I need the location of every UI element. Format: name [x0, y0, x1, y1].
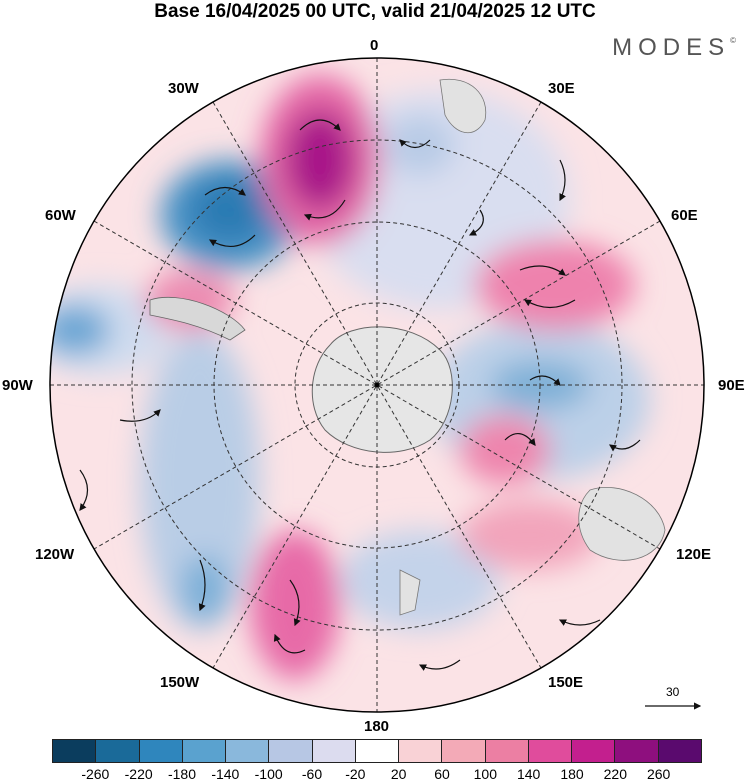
colorbar-cell — [182, 740, 227, 762]
colorbar-cell — [226, 740, 270, 762]
lon-label-30e: 30E — [548, 80, 575, 97]
colorbar-cell — [355, 740, 400, 762]
map-disk — [50, 58, 704, 712]
brand-logo: MODES© — [612, 34, 736, 62]
lon-label-60w: 60W — [45, 207, 76, 224]
brand-name: MODES — [612, 34, 731, 61]
colorbar-tick-label: 220 — [603, 766, 628, 782]
brand-mark: © — [730, 36, 736, 45]
colorbar-tick-label: -220 — [124, 766, 153, 782]
lon-label-150e: 150E — [548, 674, 584, 691]
colorbar-cell — [312, 740, 356, 762]
lon-label-180: 180 — [364, 718, 390, 735]
colorbar-cell — [572, 740, 616, 762]
anomaly-field — [50, 75, 650, 680]
lon-label-0: 0 — [370, 37, 379, 54]
lon-label-90w: 90W — [2, 377, 33, 394]
colorbar-tick-label: -100 — [254, 766, 283, 782]
vector-reference-label: 30 — [666, 685, 680, 699]
graticule — [50, 58, 704, 712]
lon-label-30w: 30W — [168, 80, 199, 97]
colorbar-cell — [399, 740, 443, 762]
australia — [578, 487, 666, 561]
colorbar-tick-label: 180 — [560, 766, 584, 782]
colorbar-cell — [53, 740, 97, 762]
colorbar-tick-label: -20 — [345, 766, 366, 782]
colorbar-cell — [485, 740, 529, 762]
colorbar-tick-label: -60 — [301, 766, 323, 782]
colorbar-tick-label: -140 — [211, 766, 240, 782]
flow-arrows — [79, 119, 641, 671]
antarctic-peninsula — [149, 296, 246, 341]
colorbar-ticks: -260 -220 -180 -140 -100 -60 -20 20 60 100 140 180 2… — [52, 766, 702, 783]
antarctica — [311, 326, 453, 453]
colorbar-tick-label: 60 — [434, 766, 450, 782]
colorbar-tick-label: 260 — [646, 766, 671, 782]
lon-label-120w: 120W — [35, 546, 75, 563]
lon-label-60e: 60E — [671, 207, 698, 224]
colorbar-tick-label: 20 — [390, 766, 407, 782]
colorbar-tick-label: -180 — [167, 766, 197, 782]
lon-label-150w: 150W — [160, 674, 200, 691]
colorbar-cell — [442, 740, 486, 762]
colorbar-cell — [528, 740, 573, 762]
colorbar-cell — [658, 740, 701, 762]
lon-label-90e: 90E — [718, 377, 745, 394]
map-title: Base 16/04/2025 00 UTC, valid 21/04/2025… — [154, 1, 596, 22]
map-outline — [49, 57, 705, 713]
colorbar-tick-label: 140 — [516, 766, 541, 782]
colorbar — [52, 739, 702, 763]
colorbar-tick-label: -260 — [81, 766, 110, 782]
colorbar-cell — [139, 740, 183, 762]
colorbar-cell — [615, 740, 659, 762]
africa-tip — [439, 78, 487, 134]
colorbar-cell — [96, 740, 140, 762]
new-zealand — [399, 569, 421, 616]
south-pole-marker — [374, 382, 380, 388]
colorbar-tick-label: 100 — [473, 766, 498, 782]
colorbar-cell — [269, 740, 313, 762]
lon-label-120e: 120E — [676, 546, 712, 563]
